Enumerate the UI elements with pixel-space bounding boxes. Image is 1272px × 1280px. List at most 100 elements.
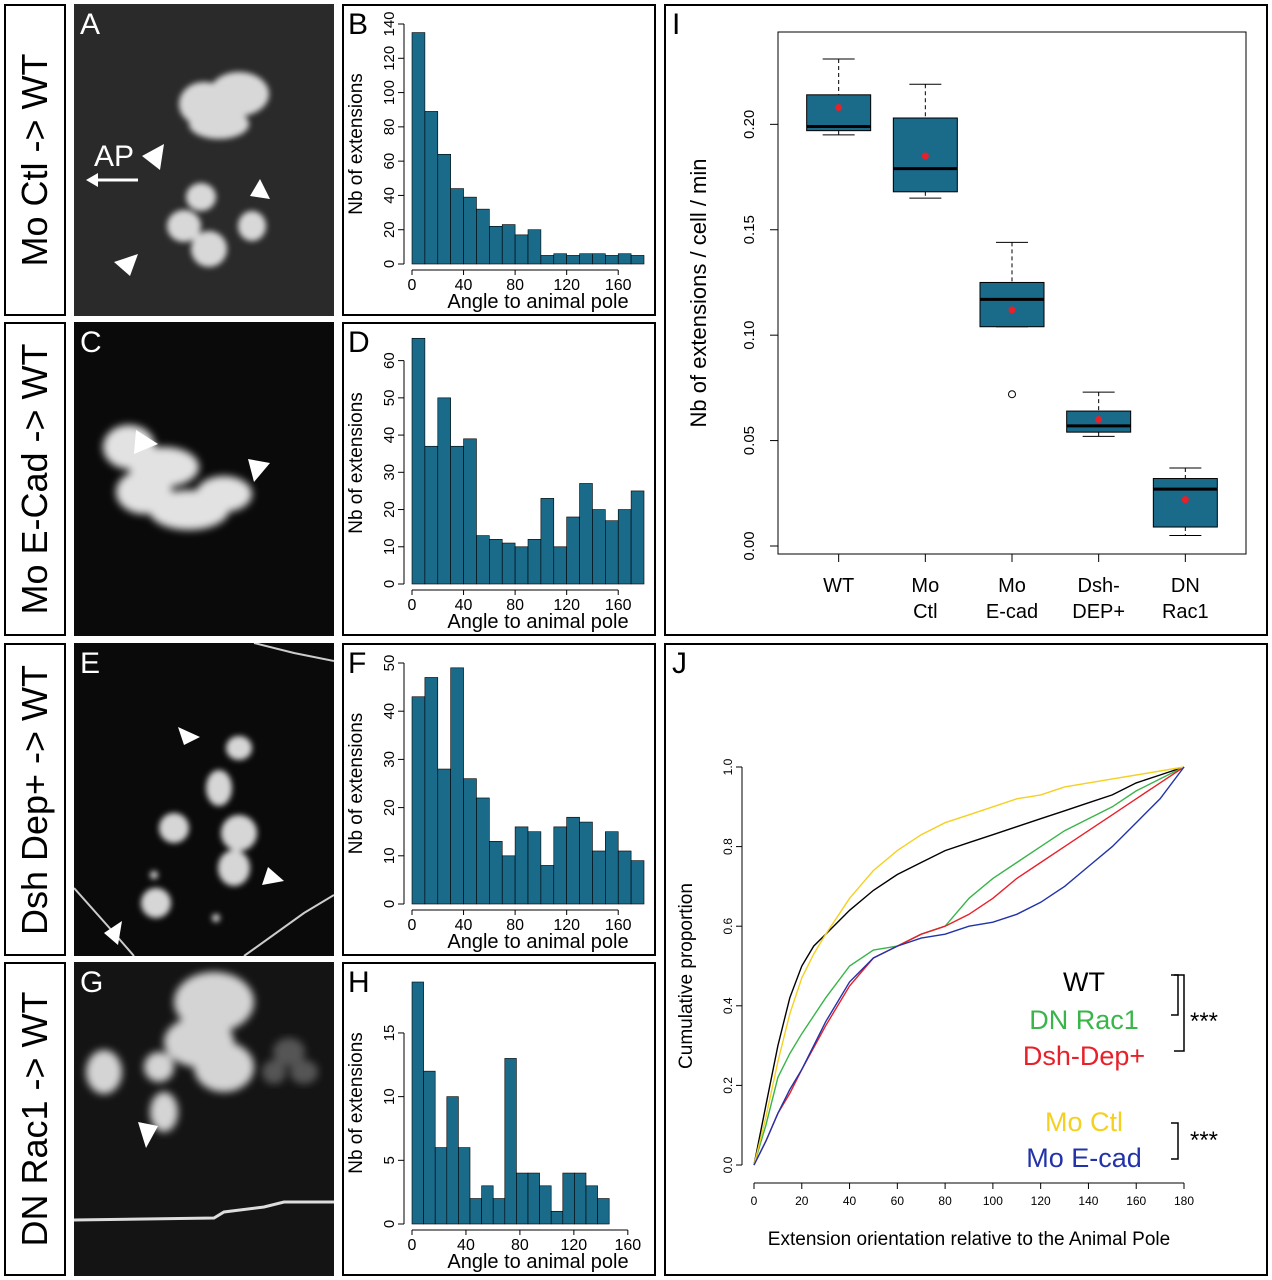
histogram-bar [476, 535, 490, 585]
histogram-bar [424, 445, 439, 585]
y-tick-label: 80 [381, 119, 398, 136]
x-tick-label: 20 [795, 1194, 809, 1208]
x-tick-label: 120 [561, 1237, 588, 1254]
panel-label-e: E [80, 647, 101, 680]
histogram-bar [527, 831, 542, 905]
significance-bracket [1171, 974, 1179, 1016]
x-tick-label: 80 [511, 1237, 529, 1254]
histogram-bar [469, 1198, 482, 1225]
histogram-bar [553, 253, 567, 265]
histogram-bar [574, 1172, 587, 1225]
x-tick-label: 160 [605, 277, 632, 294]
panel-label-c: C [80, 326, 102, 359]
boxplot-panel-i: I 0.00 0.05 0.10 0.15 0.20 Nb of extensions /… [664, 4, 1268, 636]
histogram-bar [527, 1172, 540, 1225]
y-tick-label: 0.15 [741, 215, 758, 244]
histogram-bar [553, 826, 567, 905]
y-tick-label: 20 [381, 221, 398, 238]
mean-point [921, 152, 929, 160]
series-line [753, 766, 1185, 1166]
y-tick-label: 120 [381, 46, 398, 71]
histogram-bar [527, 229, 542, 265]
x-tick-label: 0 [408, 597, 417, 614]
histogram-bar [437, 768, 451, 905]
histogram-bar [553, 546, 567, 585]
x-tick-label: 80 [506, 597, 524, 614]
cdf-panel-j: J 0.0 0.2 0.4 0.6 0.8 1.0 Cumulative proportio… [664, 643, 1268, 1276]
x-tick-label: 40 [455, 277, 473, 294]
y-axis-label: Cumulative proportion [676, 883, 697, 1069]
histogram-f: 0 10 20 30 40 50 Nb of extensions 0 40 80 120 160An… [346, 655, 645, 953]
histogram-bar [463, 196, 477, 265]
significance-label: *** [1190, 1008, 1218, 1035]
histogram-bar [592, 253, 606, 265]
ap-annotation: AP [94, 140, 134, 173]
y-tick-label: 5 [381, 1156, 398, 1164]
x-tick-label: 180 [1174, 1194, 1194, 1208]
histogram-bar [592, 509, 606, 585]
histogram-bar [566, 516, 580, 585]
series-line [753, 766, 1185, 1166]
legend-entry: Dsh-Dep+ [1023, 1041, 1145, 1071]
histogram-bar [476, 208, 490, 265]
histogram-bar [489, 841, 503, 905]
panel-label-g: G [80, 966, 104, 999]
histogram-bar [492, 1198, 506, 1225]
histogram-panel-h: H 0 5 10 15 Nb of extensions 0 40 80 120 160 Angle… [342, 962, 656, 1276]
boxplot-i: 0.00 0.05 0.10 0.15 0.20 Nb of extensions / c… [686, 31, 1247, 623]
x-tick-label: 120 [553, 597, 580, 614]
x-tick-label: Dsh-DEP+ [1072, 575, 1125, 623]
y-tick-label: 30 [381, 464, 398, 481]
y-tick-label: 50 [381, 655, 398, 672]
y-tick-label: 0 [381, 900, 398, 908]
panel-label-f: F [348, 647, 367, 680]
x-tick-label: 0 [408, 1237, 417, 1254]
y-tick-label: 10 [381, 538, 398, 555]
histogram-bar [437, 153, 451, 265]
legend-entry: Mo E-cad [1026, 1143, 1142, 1173]
y-tick-label: 40 [381, 427, 398, 444]
significance-bracket [1171, 1122, 1179, 1160]
histogram-bar [550, 1210, 564, 1225]
y-tick-label: 0 [381, 580, 398, 588]
histogram-bar [423, 1070, 436, 1225]
histogram-bar [437, 397, 451, 585]
panel-label-j: J [672, 647, 687, 680]
x-tick-label: 0 [408, 917, 417, 934]
x-tick-label: 80 [506, 917, 524, 934]
panel-label-d: D [348, 326, 370, 359]
y-tick-label: 60 [381, 153, 398, 170]
x-tick-label: 120 [553, 917, 580, 934]
histogram-bar [617, 253, 632, 265]
y-axis-label: Nb of extensions [346, 1032, 367, 1174]
histogram-bar [450, 667, 464, 905]
y-tick-label: 30 [381, 751, 398, 768]
histogram-bar [605, 520, 619, 585]
x-tick-label: Mo Ctl [911, 575, 939, 623]
x-tick-label: 100 [983, 1194, 1003, 1208]
panel-label-h: H [348, 966, 370, 999]
x-tick-label: 80 [938, 1194, 952, 1208]
y-tick-label: 10 [381, 847, 398, 864]
histogram-bar [424, 677, 439, 905]
panel-label-a: A [80, 8, 101, 41]
histogram-d: 0 10 20 30 40 50 60 Nb of extensions 0 40 80 120 160… [346, 337, 645, 633]
outlier-point [1008, 390, 1016, 399]
y-tick-label: 50 [381, 390, 398, 407]
significance-label: *** [1190, 1127, 1218, 1154]
panel-label-i: I [672, 8, 681, 41]
x-tick-label: WT [823, 575, 854, 597]
x-axis-label: Angle to animal pole [447, 1251, 628, 1273]
y-tick-label: 0.8 [721, 838, 735, 855]
mean-point [1181, 496, 1189, 504]
histogram-bar [501, 542, 516, 585]
x-tick-label: 0 [751, 1194, 758, 1208]
x-axis-label: Extension orientation relative to the An… [768, 1229, 1170, 1250]
mean-point [1095, 416, 1103, 423]
x-tick-label: 160 [605, 917, 632, 934]
y-tick-label: 0.05 [741, 426, 758, 455]
histogram-bar [579, 483, 593, 585]
box [806, 94, 872, 132]
micrograph-a: AP A [74, 4, 334, 316]
